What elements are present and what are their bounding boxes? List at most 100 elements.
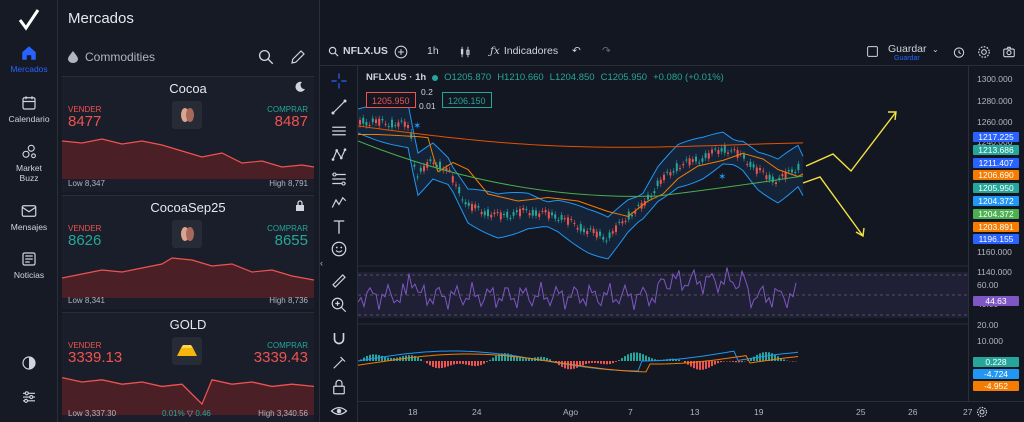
time-axis-label: 13 [690, 407, 700, 417]
spread-bottom: 0.01 [419, 101, 436, 111]
candle-body [675, 163, 678, 172]
macd-bar [630, 353, 632, 361]
candle-body [467, 202, 470, 206]
macd-bar [435, 361, 437, 368]
save-button[interactable]: Guardar Guardar [888, 43, 927, 62]
instrument-name: Cocoa [169, 81, 207, 96]
market-card-cocoa[interactable]: Cocoa VENDER 8477 COMPRAR 8487 Low 8,347… [62, 76, 314, 192]
candle-body [682, 164, 685, 166]
gear-icon[interactable] [977, 45, 991, 59]
time-axis-label: 19 [754, 407, 764, 417]
category-selector[interactable]: Commodities [68, 50, 155, 64]
candle-body [496, 211, 499, 213]
undo-icon[interactable]: ↶ [572, 45, 581, 57]
candle-body [359, 120, 361, 125]
candle-body [727, 152, 729, 154]
sell-price-box[interactable]: 1205.950 [366, 92, 416, 108]
trend-line-icon[interactable] [330, 98, 348, 116]
text-icon[interactable] [330, 218, 348, 236]
nav-item-market-buzz[interactable]: Market Buzz [0, 143, 58, 183]
candle-body [429, 159, 432, 162]
horizontal-lines-icon[interactable] [330, 122, 348, 140]
macd-bar [411, 355, 413, 361]
market-card-gold[interactable]: GOLD VENDER 3339.13 COMPRAR 3339.43 Low … [62, 312, 314, 422]
ruler-icon[interactable] [330, 272, 348, 290]
nav-item-mensajes[interactable]: Mensajes [0, 202, 58, 232]
macd-bar [720, 361, 722, 363]
wave-icon[interactable] [330, 194, 348, 212]
candle-body [746, 163, 749, 165]
candle-body [768, 174, 771, 180]
price-axis-label: 1300.000 [977, 74, 1013, 84]
sell-button[interactable]: 8626 [68, 232, 102, 249]
low-value: Low 3,337.30 [68, 409, 117, 418]
time-axis[interactable]: 18 24 Ago 7 13 19 25 26 27 [358, 401, 1024, 422]
emoji-icon[interactable] [330, 240, 348, 258]
macd-bar [753, 356, 755, 361]
zoom-in-icon[interactable] [330, 296, 348, 314]
redo-icon[interactable]: ↷ [602, 45, 611, 57]
candle-body [723, 145, 726, 153]
buy-button[interactable]: 8487 [274, 113, 308, 130]
magnet-icon[interactable] [330, 330, 348, 348]
buy-button[interactable]: 8655 [274, 232, 308, 249]
fib-icon[interactable] [330, 170, 348, 188]
crosshair-icon[interactable] [330, 72, 348, 90]
search-icon[interactable] [257, 48, 275, 66]
nav-item-calendario[interactable]: Calendario [0, 94, 58, 124]
eye-icon[interactable] [330, 402, 348, 420]
theme-toggle-icon[interactable] [20, 354, 38, 372]
gear-icon[interactable] [976, 406, 988, 418]
left-nav: Mercados Calendario Market Buzz Mensajes… [0, 0, 58, 422]
candle-body [557, 220, 560, 222]
chart-panel: NFLX.US 1h ƒx Indicadores ↶ ↷ Guardar Gu… [320, 0, 1024, 422]
candle-body [471, 204, 473, 211]
candle-body [362, 117, 365, 124]
brand-logo-icon[interactable] [17, 8, 41, 32]
collapse-panel-icon[interactable]: ‹ [320, 258, 323, 268]
indicators-button[interactable]: ƒx Indicadores [490, 45, 558, 57]
nav-item-noticias[interactable]: Noticias [0, 250, 58, 280]
alert-clock-icon[interactable] [952, 45, 966, 59]
macd-bar [693, 361, 695, 369]
candle-body [743, 154, 745, 159]
symbol-search[interactable]: NFLX.US [328, 45, 388, 57]
settings-sliders-icon[interactable] [20, 388, 38, 406]
pattern-icon[interactable] [330, 146, 348, 164]
layout-square-icon[interactable] [866, 45, 879, 58]
legend-close: C1205.950 [600, 72, 648, 83]
camera-icon[interactable] [1002, 45, 1016, 59]
candle-body [797, 163, 800, 171]
macd-bar [783, 359, 785, 361]
macd-bar [780, 358, 782, 361]
lock-drawing-icon[interactable] [330, 354, 348, 372]
sell-button[interactable]: 8477 [68, 113, 102, 130]
market-card-cocoasep25[interactable]: CocoaSep25 VENDER 8626 COMPRAR 8655 Low … [62, 195, 314, 309]
macd-bar [606, 361, 608, 365]
buy-label: COMPRAR [267, 224, 308, 233]
price-chart[interactable]: ✶✶ [358, 66, 968, 401]
sell-button[interactable]: 3339.13 [68, 349, 123, 366]
buy-button[interactable]: 3339.43 [253, 349, 308, 366]
cocoa-bean-icon [172, 220, 202, 248]
macd-bar [492, 357, 494, 361]
candles-type-icon[interactable] [458, 45, 472, 59]
macd-bar [372, 354, 374, 361]
candle-body [755, 167, 758, 174]
macd-bar [771, 353, 773, 361]
low-value: Low 8,347 [68, 179, 105, 188]
add-symbol-icon[interactable] [394, 45, 408, 59]
spread-value: 0.46 [195, 409, 211, 418]
interval-button[interactable]: 1h [427, 45, 439, 57]
change-value: 0.01% ▽ 0.46 [162, 409, 211, 418]
price-axis[interactable]: 1300.000 1280.000 1260.000 1240.000 1160.000… [968, 66, 1024, 401]
chevron-down-icon[interactable]: ⌄ [932, 45, 939, 54]
edit-pencil-icon[interactable] [289, 48, 307, 66]
candle-body [416, 176, 419, 178]
nav-item-mercados[interactable]: Mercados [0, 44, 58, 74]
buy-price-box[interactable]: 1206.150 [442, 92, 492, 108]
macd-bar [750, 358, 752, 361]
candle-body [586, 230, 589, 235]
candle-body [493, 212, 496, 215]
lock-icon[interactable] [330, 378, 348, 396]
